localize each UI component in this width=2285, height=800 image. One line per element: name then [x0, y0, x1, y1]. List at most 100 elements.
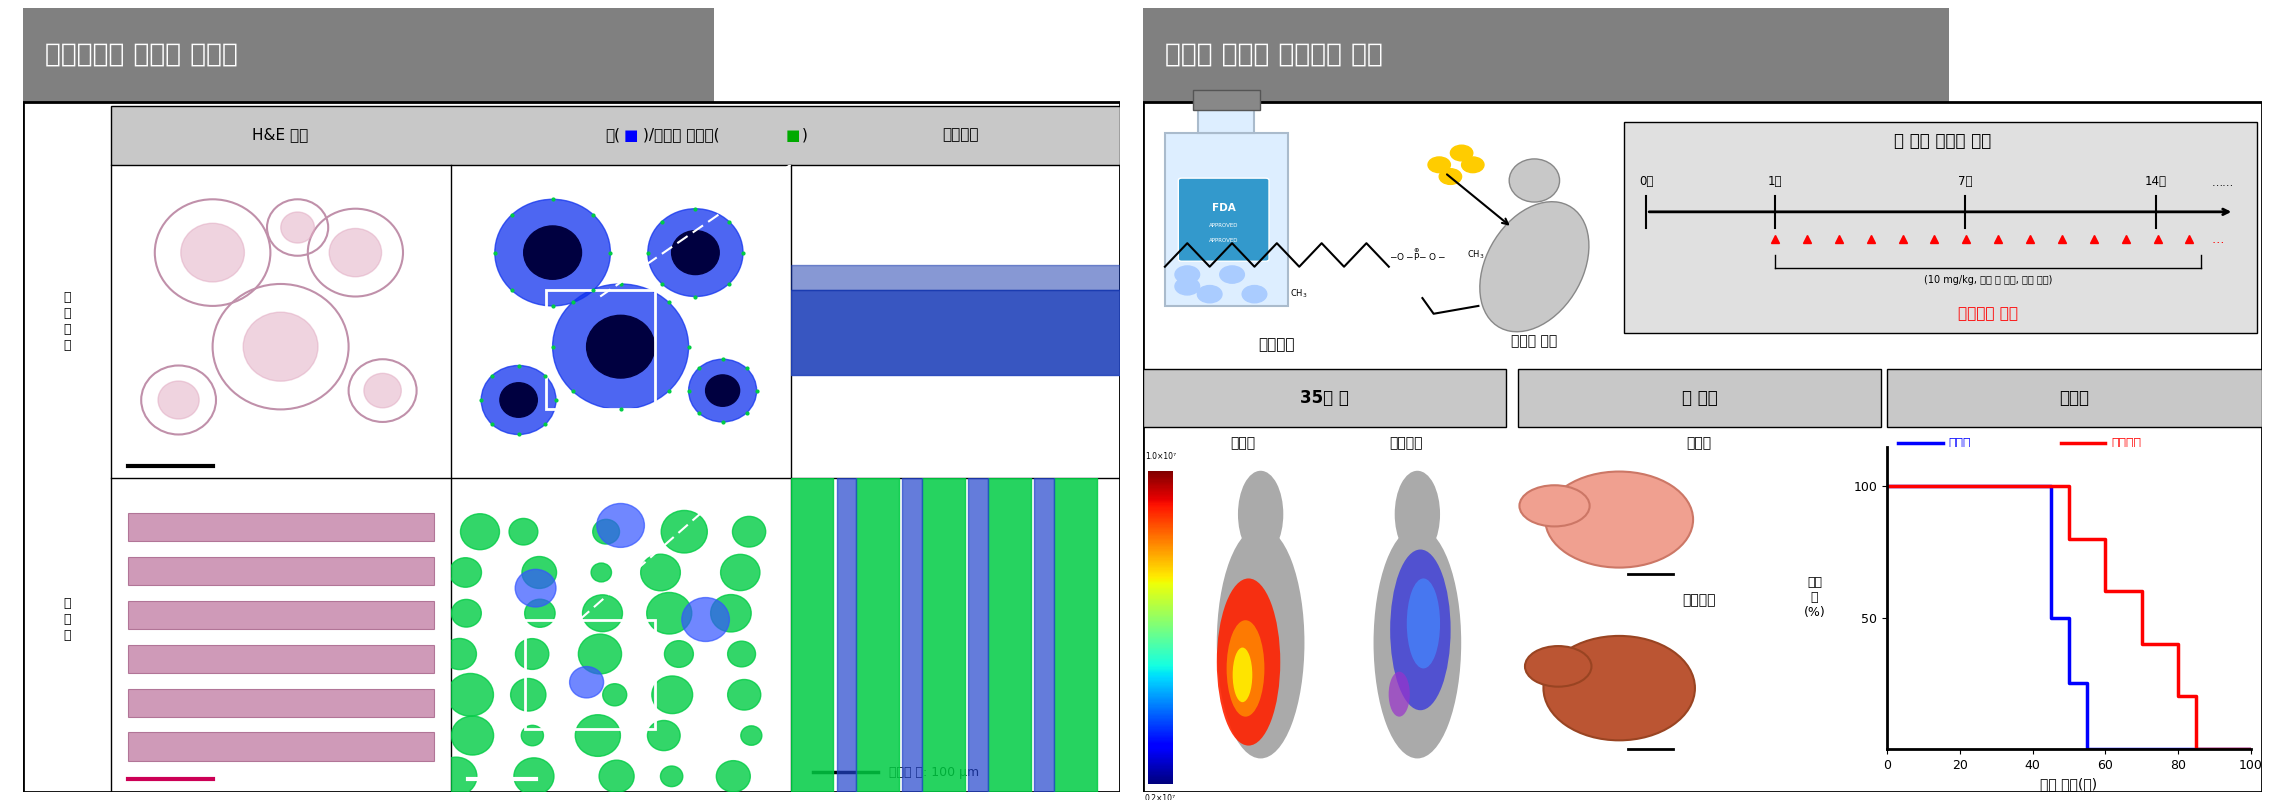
Circle shape — [514, 758, 553, 795]
Bar — [1887, 369, 2262, 427]
Bar — [110, 106, 1120, 165]
Circle shape — [649, 209, 743, 297]
Text: 대조군: 대조군 — [1232, 436, 1257, 450]
Circle shape — [526, 599, 555, 627]
Text: 35일 차: 35일 차 — [1300, 389, 1348, 406]
Circle shape — [516, 638, 548, 670]
Bar — [128, 733, 434, 761]
Circle shape — [583, 595, 622, 632]
Text: 1일: 1일 — [1769, 175, 1782, 188]
Circle shape — [443, 638, 478, 670]
Bar — [987, 478, 1031, 792]
Circle shape — [1220, 266, 1245, 283]
Text: FDA: FDA — [1211, 203, 1236, 213]
Bar — [836, 478, 857, 792]
Circle shape — [727, 641, 756, 667]
FancyBboxPatch shape — [1179, 178, 1268, 262]
Circle shape — [523, 226, 580, 279]
Text: 밀테포신: 밀테포신 — [1259, 338, 1296, 353]
Text: 0일: 0일 — [1638, 175, 1654, 188]
Circle shape — [500, 382, 537, 418]
Text: )/리피드 래프트(: )/리피드 래프트( — [642, 127, 720, 142]
Circle shape — [363, 374, 402, 408]
Text: 확대사진: 확대사진 — [941, 127, 978, 142]
Circle shape — [640, 554, 681, 590]
Circle shape — [711, 594, 752, 632]
Circle shape — [434, 757, 478, 795]
Circle shape — [1197, 286, 1222, 302]
Circle shape — [514, 570, 555, 607]
Circle shape — [521, 726, 544, 746]
Circle shape — [603, 684, 626, 706]
Bar — [1142, 102, 2262, 792]
Bar — [1517, 369, 1881, 427]
Ellipse shape — [1394, 470, 1440, 558]
Circle shape — [660, 510, 708, 553]
Bar — [23, 8, 713, 102]
Bar — [1193, 90, 1259, 110]
Circle shape — [448, 674, 494, 716]
Ellipse shape — [1389, 672, 1410, 717]
Circle shape — [569, 666, 603, 698]
Circle shape — [727, 679, 761, 710]
Bar — [791, 290, 1120, 375]
Text: $\mathregular{CH_3}$: $\mathregular{CH_3}$ — [1467, 249, 1485, 262]
Circle shape — [1174, 266, 1200, 283]
Circle shape — [1451, 146, 1474, 161]
Circle shape — [281, 212, 315, 243]
Circle shape — [181, 223, 244, 282]
Ellipse shape — [1389, 550, 1451, 710]
X-axis label: 경과 시간(일): 경과 시간(일) — [2041, 777, 2098, 791]
Ellipse shape — [1227, 620, 1264, 717]
Ellipse shape — [1545, 471, 1693, 567]
Text: ……: …… — [2212, 178, 2235, 188]
Ellipse shape — [1481, 202, 1588, 332]
Circle shape — [242, 312, 318, 381]
Ellipse shape — [1542, 636, 1695, 740]
Ellipse shape — [1218, 527, 1305, 758]
Text: 저
저
암: 저 저 암 — [64, 597, 71, 642]
Text: 밀테포신 투여: 밀테포신 투여 — [1958, 306, 2018, 322]
Text: $\mathregular{-O-\!\overset{\oplus}{P}\!-O-}$: $\mathregular{-O-\!\overset{\oplus}{P}\!… — [1389, 246, 1446, 263]
Text: 암세포막의 리피드 래프트: 암세포막의 리피드 래프트 — [46, 42, 238, 68]
Circle shape — [578, 634, 622, 674]
Text: 핵(: 핵( — [606, 127, 622, 142]
Circle shape — [158, 381, 199, 419]
Circle shape — [647, 721, 681, 750]
Circle shape — [596, 503, 644, 547]
Text: …: … — [2212, 233, 2223, 246]
Circle shape — [592, 563, 612, 582]
Bar — [23, 102, 1120, 792]
Bar — [903, 478, 923, 792]
Circle shape — [688, 359, 756, 422]
Circle shape — [740, 726, 761, 746]
Text: 밀테포신: 밀테포신 — [2111, 437, 2141, 450]
Circle shape — [715, 761, 749, 792]
Y-axis label: 생존
율
(%): 생존 율 (%) — [1803, 577, 1826, 619]
Text: 스케일 바: 100 μm: 스케일 바: 100 μm — [889, 766, 980, 779]
Ellipse shape — [1373, 527, 1460, 758]
Bar — [1200, 110, 1254, 134]
Text: 대조군: 대조군 — [1949, 437, 1972, 450]
Text: ■: ■ — [786, 127, 800, 142]
Circle shape — [521, 557, 558, 589]
Circle shape — [1428, 157, 1451, 173]
Circle shape — [720, 554, 761, 590]
Bar — [1625, 122, 2258, 334]
Circle shape — [452, 599, 482, 627]
Text: $\mathregular{CH_3}$: $\mathregular{CH_3}$ — [1291, 288, 1307, 301]
Bar — [546, 290, 654, 410]
Bar — [1142, 369, 1506, 427]
Text: 밀테포신: 밀테포신 — [1389, 436, 1421, 450]
Text: 14일: 14일 — [2146, 175, 2166, 188]
Circle shape — [1440, 169, 1462, 184]
Circle shape — [599, 760, 635, 793]
Circle shape — [592, 519, 619, 544]
Bar — [1165, 134, 1289, 306]
Bar — [1035, 478, 1053, 792]
Ellipse shape — [1508, 159, 1561, 202]
Circle shape — [681, 598, 729, 642]
Circle shape — [665, 641, 692, 667]
Circle shape — [452, 716, 494, 755]
Ellipse shape — [1238, 470, 1284, 558]
